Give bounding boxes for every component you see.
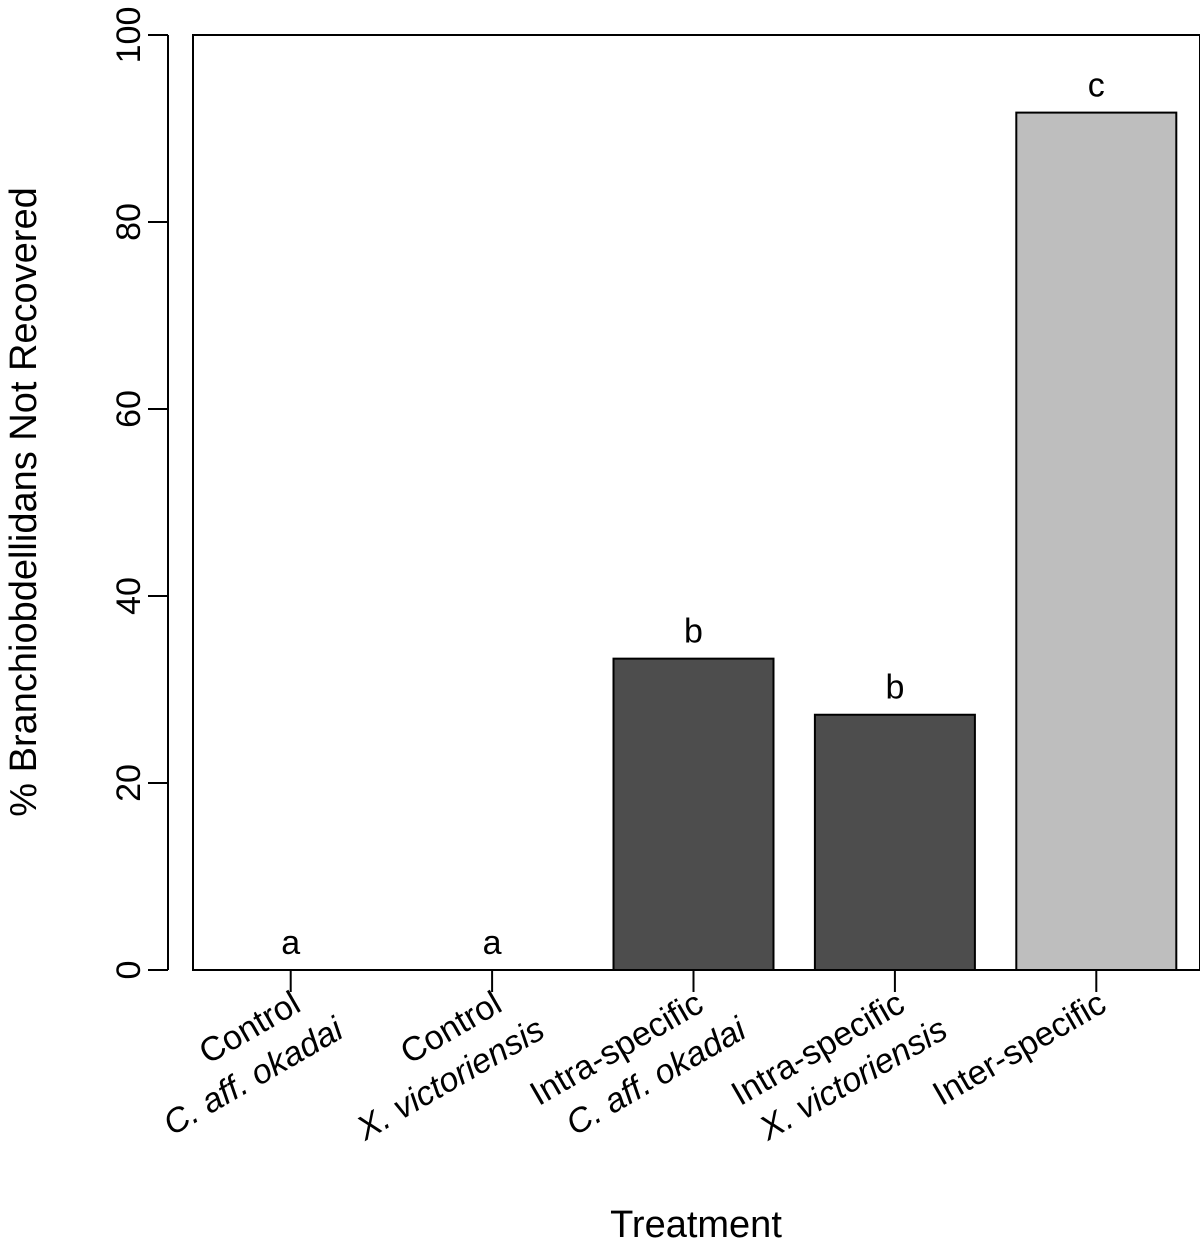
significance-letter: c	[1088, 67, 1105, 105]
y-axis-label: % Branchiobdellidans Not Recovered	[3, 187, 45, 816]
bar	[1015, 111, 1178, 972]
y-tick-label: 0	[110, 961, 148, 980]
significance-letters-layer: a a b b c	[281, 67, 1105, 962]
bar	[612, 657, 775, 972]
bars-layer	[612, 111, 1178, 972]
y-axis: 0 20 40 60 80 100	[110, 7, 169, 980]
y-tick-label: 100	[110, 7, 148, 64]
y-tick-label: 80	[110, 203, 148, 241]
x-axis-label: Treatment	[610, 1204, 782, 1246]
bar	[813, 713, 976, 971]
significance-letter: a	[281, 924, 300, 962]
x-tick-label: Inter-specific	[926, 984, 1112, 1113]
y-tick-label: 60	[110, 390, 148, 428]
y-tick-label: 40	[110, 577, 148, 615]
y-tick-label: 20	[110, 764, 148, 802]
significance-letter: b	[885, 669, 904, 707]
significance-letter: a	[483, 924, 502, 962]
x-tick-label-line1: Inter-specific	[926, 984, 1112, 1113]
significance-letter: b	[684, 613, 703, 651]
